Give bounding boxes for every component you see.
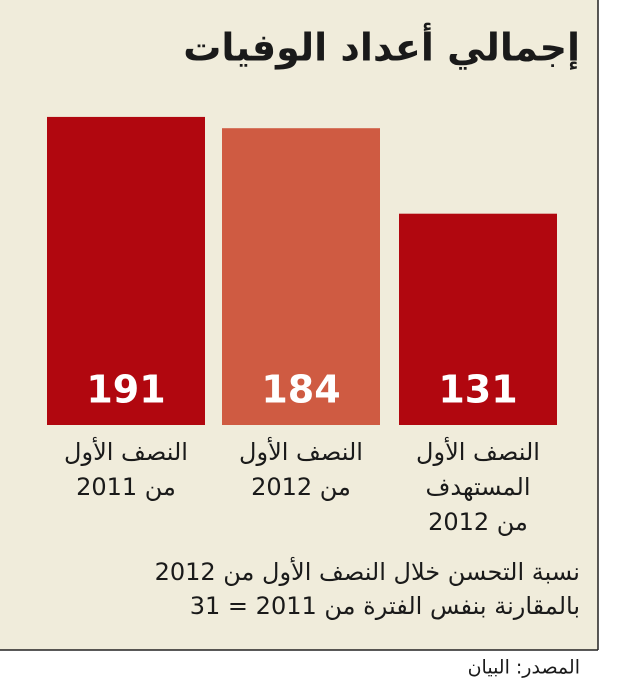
category-label: المستهدف (425, 473, 530, 501)
category-label: النصف الأول (416, 437, 540, 466)
value-label: 131 (438, 368, 517, 412)
bar (47, 116, 205, 426)
category-label: النصف الأول (64, 437, 188, 466)
annotation: بالمقارنة بنفس الفترة من 2011 = 31 (190, 592, 580, 620)
category-label: من 2012 (251, 473, 351, 501)
value-label: 184 (261, 368, 340, 412)
category-label: من 2011 (76, 473, 176, 501)
chart-title: إجمالي أعداد الوفيات (183, 23, 580, 71)
bar (399, 213, 557, 425)
category-label: النصف الأول (239, 437, 363, 466)
annotation: نسبة التحسن خلال النصف الأول من 2012 (155, 557, 580, 586)
category-label: من 2012 (428, 508, 528, 536)
value-label: 191 (86, 368, 165, 412)
bar (222, 128, 380, 425)
source: المصدر: البيان (468, 657, 580, 679)
